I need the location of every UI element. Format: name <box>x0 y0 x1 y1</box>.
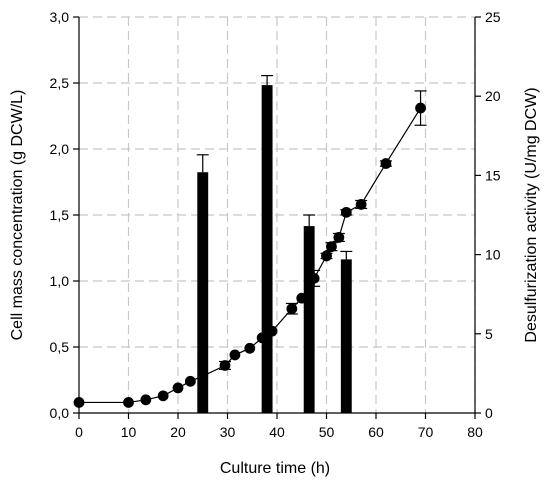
series-line <box>79 107 422 404</box>
y-left-tick-label: 3,0 <box>50 9 70 25</box>
data-point <box>326 241 337 253</box>
x-tick-label: 10 <box>121 424 137 440</box>
x-tick-label: 20 <box>170 424 186 440</box>
data-point <box>219 360 231 371</box>
y-left-tick-label: 2,5 <box>50 75 70 91</box>
y-right-tick-label: 20 <box>485 88 501 104</box>
bar <box>303 226 315 413</box>
data-point <box>340 206 352 218</box>
x-tick-label: 50 <box>319 424 335 440</box>
labels: Culture time (h) Cell mass concentration… <box>9 87 540 477</box>
x-tick-label: 70 <box>418 424 434 440</box>
data-point <box>256 332 268 344</box>
data-point <box>157 390 169 402</box>
line-series <box>73 90 427 408</box>
y-right-tick-label: 10 <box>485 247 501 263</box>
bar <box>340 259 352 413</box>
y-left-tick-label: 1,5 <box>50 207 70 223</box>
bars <box>196 75 353 413</box>
axes: 0 10 20 30 40 50 60 70 80 0,0 0,5 1,0 1,5 2,0 2,5 3,0 0 5… <box>50 9 501 440</box>
y-left-axis-label: Cell mass concentration (g DCW/L) <box>9 90 26 341</box>
data-point <box>308 272 320 284</box>
x-tick-label: 60 <box>368 424 384 440</box>
data-point <box>184 375 196 387</box>
data-point <box>286 303 298 315</box>
y-left-tick-label: 1,0 <box>50 273 70 289</box>
data-point <box>123 397 134 408</box>
x-axis-label: Culture time (h) <box>220 460 330 477</box>
y-right-tick-label: 25 <box>485 9 501 25</box>
y-right-axis-label: Desulfurization activity (U/mg DCW) <box>523 87 540 342</box>
data-point <box>333 232 345 243</box>
data-point <box>415 102 426 114</box>
y-right-tick-label: 15 <box>485 167 501 183</box>
bar <box>261 85 273 413</box>
y-left-tick-label: 0,5 <box>50 339 70 355</box>
data-point <box>266 325 278 337</box>
y-left-tick-label: 2,0 <box>50 141 70 157</box>
bar <box>197 172 209 413</box>
x-tick-label: 80 <box>467 424 483 440</box>
data-point <box>172 382 184 394</box>
data-point <box>140 394 152 406</box>
x-tick-label: 30 <box>220 424 236 440</box>
x-tick-label: 40 <box>269 424 285 440</box>
y-left-tick-label: 0,0 <box>50 405 70 421</box>
data-point <box>229 349 241 361</box>
grid <box>79 16 476 413</box>
x-tick-label: 0 <box>75 424 83 440</box>
data-point <box>355 199 367 210</box>
data-point <box>380 158 392 169</box>
data-point <box>244 342 256 354</box>
data-point <box>296 292 308 304</box>
y-right-tick-label: 5 <box>485 326 493 342</box>
data-point <box>321 250 332 262</box>
y-right-tick-label: 0 <box>485 405 493 421</box>
data-point <box>197 370 209 382</box>
